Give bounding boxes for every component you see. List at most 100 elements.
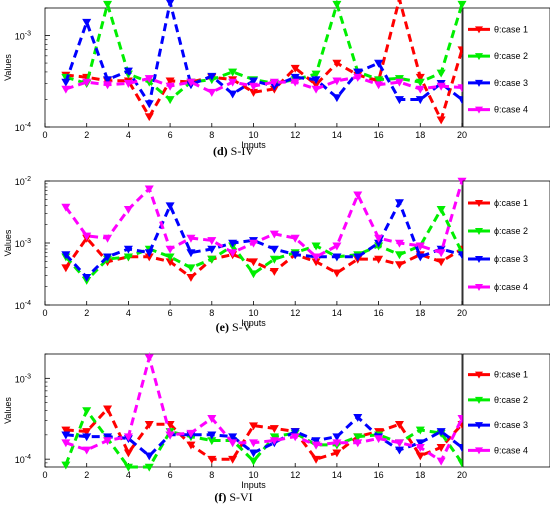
data-point <box>353 68 363 77</box>
x-axis-label: Inputs <box>241 318 266 328</box>
data-point <box>269 255 279 264</box>
data-point <box>415 78 425 87</box>
data-point <box>248 258 259 267</box>
data-point <box>82 232 92 241</box>
series-line-1 <box>65 406 464 461</box>
data-point <box>290 73 300 82</box>
y-tick-label: 10-4 <box>15 300 31 311</box>
legend-entry: θ:case 1 <box>494 24 528 34</box>
data-point <box>186 264 196 273</box>
data-point <box>248 457 259 466</box>
data-point <box>374 435 384 444</box>
legend-entry: θ:case 1 <box>494 370 528 380</box>
data-point <box>123 449 133 458</box>
series-line-4 <box>65 75 463 94</box>
x-tick-label: 4 <box>126 308 131 318</box>
data-point <box>311 242 321 251</box>
data-point <box>248 77 259 86</box>
data-point <box>103 234 113 243</box>
data-point <box>394 78 404 87</box>
x-axis-label: Inputs <box>241 480 266 490</box>
legend-swatch-marker <box>475 371 483 379</box>
data-point <box>144 354 154 363</box>
series-line-4 <box>64 180 464 259</box>
chart-panel-3: 10-4 10-3 0 2 4 6 8 10 12 14 16 18 20 Inputs Values θ:c… <box>3 351 550 504</box>
series-line-2 <box>65 0 464 102</box>
data-point <box>248 449 259 458</box>
x-tick-label: 0 <box>42 130 47 140</box>
x-tick-label: 2 <box>84 130 89 140</box>
legend-entry: θ:case 4 <box>494 105 528 115</box>
x-tick-label: 14 <box>332 470 342 480</box>
data-point <box>207 72 217 81</box>
data-point <box>332 59 342 68</box>
x-tick-label: 6 <box>168 130 173 140</box>
data-point <box>207 431 217 440</box>
x-tick-label: 6 <box>168 308 173 318</box>
data-point <box>394 439 404 448</box>
data-point <box>186 249 196 258</box>
data-point <box>82 18 92 27</box>
panel-caption: (e) S-V <box>216 320 252 334</box>
data-point <box>144 113 154 122</box>
x-tick-label: 20 <box>457 308 467 318</box>
data-point <box>394 239 404 248</box>
data-point <box>394 251 404 260</box>
x-tick-label: 10 <box>248 130 258 140</box>
x-tick-label: 8 <box>209 308 214 318</box>
data-point <box>61 251 71 260</box>
data-point <box>228 68 238 77</box>
data-point <box>61 78 71 87</box>
data-point <box>228 78 238 87</box>
data-point <box>311 85 321 94</box>
data-point <box>332 269 342 278</box>
data-point <box>415 444 425 452</box>
data-point <box>123 433 133 442</box>
data-point <box>353 253 363 262</box>
data-point <box>332 242 342 251</box>
x-tick-label: 12 <box>290 130 300 140</box>
data-point <box>61 85 71 94</box>
series-line-1 <box>65 0 464 124</box>
legend-swatch-marker <box>475 106 483 114</box>
data-point <box>436 69 446 78</box>
legend-entry: θ:case 2 <box>494 395 528 405</box>
legend-swatch-marker <box>475 200 483 207</box>
data-point <box>82 78 92 87</box>
data-point <box>332 433 342 442</box>
data-point <box>311 437 321 446</box>
y-tick-label: 10-4 <box>15 122 31 133</box>
data-point <box>123 253 133 262</box>
data-point <box>394 199 404 208</box>
data-point <box>61 426 71 435</box>
data-point <box>207 245 217 254</box>
data-point <box>290 78 300 87</box>
data-point <box>248 270 259 279</box>
data-point <box>165 96 175 105</box>
data-point <box>415 439 425 448</box>
data-point <box>436 457 446 466</box>
x-tick-label: 18 <box>415 470 425 480</box>
data-point <box>436 205 446 214</box>
legend-entry: θ:case 3 <box>494 78 528 88</box>
data-point <box>353 439 363 448</box>
data-point <box>397 0 402 4</box>
panel-caption: (f) S-VI <box>214 490 252 504</box>
data-point <box>415 85 425 94</box>
data-point <box>144 463 154 472</box>
data-point <box>82 273 92 282</box>
data-point <box>228 239 238 248</box>
y-axis-label: Values <box>3 397 13 424</box>
data-point <box>123 67 133 76</box>
x-tick-label: 12 <box>290 308 300 318</box>
data-point <box>144 249 154 258</box>
data-point <box>311 253 321 262</box>
data-point <box>61 431 71 440</box>
data-point <box>228 455 238 464</box>
legend-entry: θ:case 3 <box>494 420 528 430</box>
x-tick-label: 0 <box>42 470 47 480</box>
data-point <box>415 96 425 105</box>
x-axis-label: Inputs <box>241 140 266 150</box>
data-point <box>436 258 446 267</box>
